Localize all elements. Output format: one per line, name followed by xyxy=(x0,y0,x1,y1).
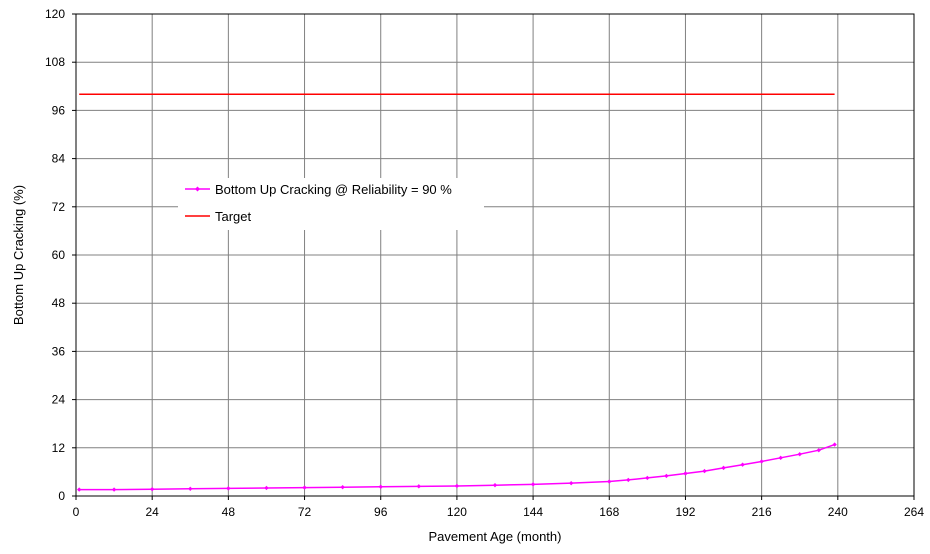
legend-box xyxy=(178,178,484,230)
data-point xyxy=(188,486,193,491)
data-point xyxy=(492,482,498,488)
data-point xyxy=(778,455,783,461)
series-layer xyxy=(76,93,837,492)
y-axis-title: Bottom Up Cracking (%) xyxy=(11,185,26,325)
data-point xyxy=(626,477,631,483)
y-tick-label: 72 xyxy=(52,200,66,214)
x-tick-label: 192 xyxy=(675,505,695,519)
data-point xyxy=(302,485,307,490)
x-axis-ticks: 0 24 48 72 96 120 144 168 192 216 240 264 xyxy=(73,496,924,519)
x-tick-label: 72 xyxy=(298,505,312,519)
data-point xyxy=(832,442,837,447)
data-point xyxy=(568,480,574,486)
x-tick-label: 240 xyxy=(828,505,848,519)
legend-label-target: Target xyxy=(215,209,252,224)
data-point xyxy=(454,483,460,489)
x-axis-title: Pavement Age (month) xyxy=(429,529,562,544)
data-point xyxy=(226,486,231,491)
x-tick-label: 120 xyxy=(447,505,467,519)
y-tick-label: 0 xyxy=(58,489,65,503)
y-tick-label: 84 xyxy=(52,152,66,166)
data-point xyxy=(149,486,155,492)
data-point xyxy=(664,473,669,479)
data-point xyxy=(683,471,688,476)
data-point xyxy=(76,487,82,492)
y-tick-label: 48 xyxy=(52,296,66,310)
x-tick-label: 0 xyxy=(73,505,80,519)
x-tick-label: 96 xyxy=(374,505,388,519)
data-point xyxy=(721,465,726,471)
data-point xyxy=(264,485,269,491)
y-axis-ticks: 0 12 24 36 48 60 72 84 96 108 120 xyxy=(45,7,76,503)
data-point xyxy=(797,452,802,457)
x-tick-label: 264 xyxy=(904,505,924,519)
data-point xyxy=(416,484,422,489)
y-tick-label: 60 xyxy=(52,248,66,262)
y-tick-label: 120 xyxy=(45,7,65,21)
legend: Bottom Up Cracking @ Reliability = 90 % … xyxy=(178,178,484,230)
data-point xyxy=(530,482,536,487)
legend-label-bottom-up-cracking: Bottom Up Cracking @ Reliability = 90 % xyxy=(215,182,452,197)
data-point xyxy=(645,475,650,481)
y-tick-label: 12 xyxy=(52,441,66,455)
data-point xyxy=(607,479,612,484)
x-tick-label: 216 xyxy=(752,505,772,519)
legend-marker-bottom-up-cracking xyxy=(195,186,200,192)
data-point xyxy=(702,468,707,474)
data-point xyxy=(378,484,383,489)
y-tick-label: 24 xyxy=(52,393,66,407)
data-point xyxy=(816,448,821,453)
x-tick-label: 24 xyxy=(146,505,160,519)
data-point xyxy=(740,462,745,467)
data-point xyxy=(111,487,117,492)
y-tick-label: 108 xyxy=(45,55,65,69)
x-tick-label: 144 xyxy=(523,505,543,519)
y-tick-label: 96 xyxy=(52,103,66,117)
data-point xyxy=(759,459,764,464)
data-point xyxy=(340,484,345,490)
y-tick-label: 36 xyxy=(52,344,66,358)
x-tick-label: 48 xyxy=(222,505,236,519)
x-tick-label: 168 xyxy=(599,505,619,519)
